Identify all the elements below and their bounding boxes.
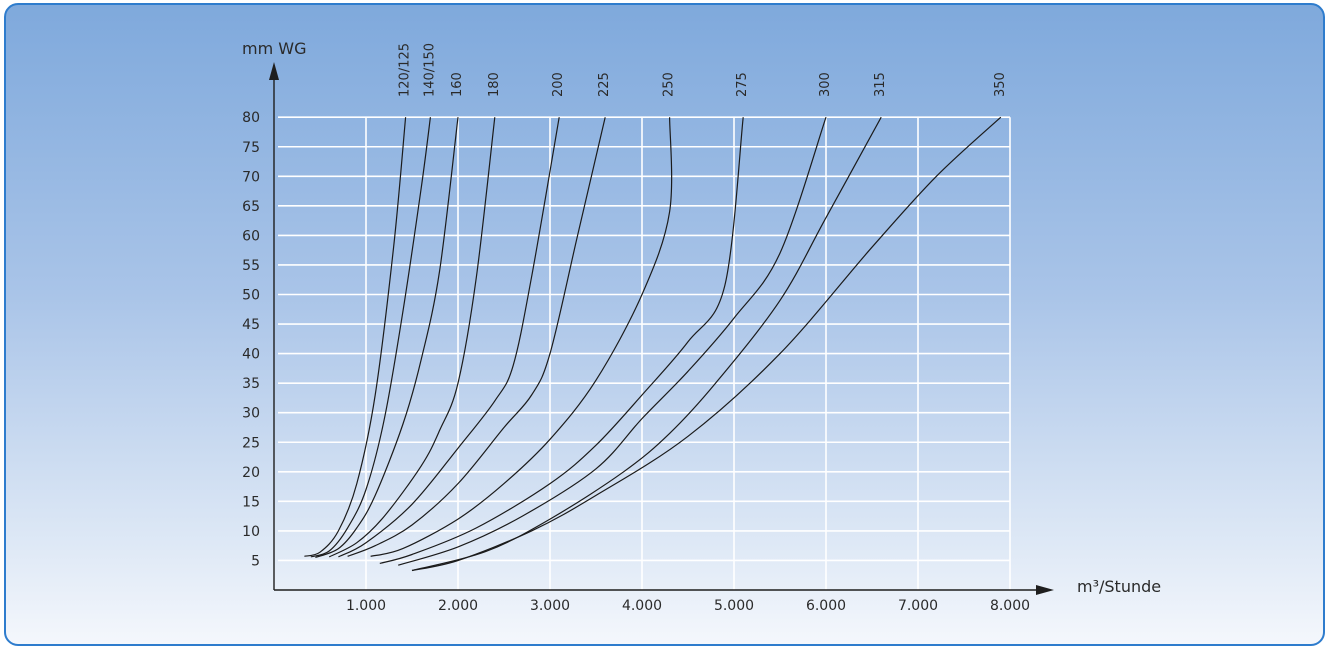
y-tick-label: 80 <box>242 110 260 126</box>
curve-label: 300 <box>818 72 833 97</box>
curve-180 <box>328 117 496 558</box>
curve-label: 250 <box>662 72 677 97</box>
curve-350 <box>411 116 1002 572</box>
x-tick-label: 6.000 <box>806 598 846 614</box>
curve-label: 160 <box>450 72 465 97</box>
x-tick-label: 8.000 <box>990 598 1030 614</box>
curve-225 <box>347 117 606 557</box>
y-tick-label: 30 <box>242 406 260 422</box>
axes <box>269 62 1054 595</box>
curve-160 <box>315 117 459 559</box>
y-tick-label: 50 <box>242 288 260 304</box>
x-tick-label: 7.000 <box>898 598 938 614</box>
curve-label: 350 <box>993 72 1008 97</box>
curve-label: 225 <box>597 72 612 97</box>
curve-label: 200 <box>551 72 566 97</box>
x-tick-label: 5.000 <box>714 598 754 614</box>
curve-label: 275 <box>735 72 750 97</box>
curve-120-125 <box>304 117 407 557</box>
y-tick-label: 25 <box>242 435 260 451</box>
curve-300 <box>398 117 827 566</box>
x-tick-label: 2.000 <box>438 598 478 614</box>
y-tick-label: 55 <box>242 258 260 274</box>
y-tick-label: 75 <box>242 140 260 156</box>
x-tick-label: 1.000 <box>346 598 386 614</box>
x-tick-label: 3.000 <box>530 598 570 614</box>
y-tick-label: 45 <box>242 317 260 333</box>
y-tick-label: 10 <box>242 524 260 540</box>
curve-label: 315 <box>873 72 888 97</box>
flow-resistance-chart: 5 10 15 20 25 30 35 40 45 50 55 60 65 70 75 80 1.000 2.00… <box>242 39 1161 614</box>
curves <box>304 116 1002 572</box>
curve-315 <box>411 116 882 572</box>
x-axis-arrow <box>1036 585 1054 595</box>
y-tick-label: 70 <box>242 169 260 185</box>
curve-275 <box>379 117 744 564</box>
curve-label: 140/150 <box>422 43 437 97</box>
curve-250 <box>370 117 673 557</box>
y-axis-arrow <box>269 62 279 80</box>
x-tick-label: 4.000 <box>622 598 662 614</box>
y-tick-label: 60 <box>242 228 260 244</box>
y-tick-label: 15 <box>242 494 260 510</box>
y-tick-label: 20 <box>242 465 260 481</box>
x-axis-label: m³/Stunde <box>1077 577 1161 596</box>
y-tick-label: 5 <box>251 553 260 569</box>
curve-labels: 120/125 140/150 160 180 200 225 250 275 300 315 35… <box>398 43 1008 97</box>
y-axis-label: mm WG <box>242 39 306 58</box>
curve-label: 180 <box>487 72 502 97</box>
curve-label: 120/125 <box>398 43 413 97</box>
curve-140-150 <box>310 117 431 558</box>
y-tick-label: 65 <box>242 199 260 215</box>
curve-200 <box>338 117 560 558</box>
y-tick-label: 35 <box>242 376 260 392</box>
chart-panel: 5 10 15 20 25 30 35 40 45 50 55 60 65 70 75 80 1.000 2.00… <box>4 3 1325 646</box>
y-tick-label: 40 <box>242 347 260 363</box>
tick-labels: 5 10 15 20 25 30 35 40 45 50 55 60 65 70 75 80 1.000 2.00… <box>242 110 1030 614</box>
grid <box>278 116 1011 590</box>
